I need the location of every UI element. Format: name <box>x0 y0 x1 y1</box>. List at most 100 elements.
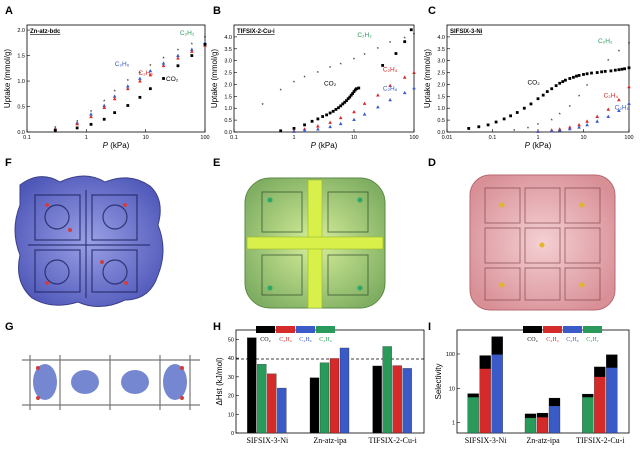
data-point-c2h2: * <box>551 118 554 124</box>
data-point-c2h2: * <box>353 58 356 64</box>
y-tick-label: 1.0 <box>437 106 445 112</box>
gas-label: C₂H₆ <box>115 61 130 68</box>
data-point-c2h6 <box>190 47 194 51</box>
data-point-c2h4 <box>627 84 631 89</box>
data-point-c2h2: * <box>618 49 621 55</box>
bar-c2h2 <box>382 346 392 434</box>
oxygen-atoms <box>45 203 128 285</box>
data-point-c2h6 <box>362 112 367 116</box>
data-point-c2h2: * <box>293 80 296 86</box>
fluorine-atoms <box>267 197 363 291</box>
x-tick-label: 100 <box>200 135 209 141</box>
data-point-c2h4 <box>316 124 320 128</box>
x-tick-label: 0.1 <box>230 135 238 141</box>
y-tick-label: 4.0 <box>437 35 445 41</box>
data-point-c2h2: * <box>191 43 194 49</box>
x-tick-label: 100 <box>409 135 418 141</box>
data-point-c2h6 <box>352 117 356 122</box>
bar-c2h2 <box>257 364 267 434</box>
data-point-co2 <box>279 129 283 133</box>
data-point-c2h2: * <box>329 66 332 72</box>
data-point-c2h2: * <box>607 59 610 65</box>
bar-cap <box>606 354 618 368</box>
y-tick-label: 1.0 <box>17 79 25 85</box>
gas-label: CO₂ <box>527 79 540 86</box>
data-point-co2 <box>545 90 549 93</box>
data-point-c2h4 <box>75 121 79 126</box>
data-point-co2 <box>102 117 106 121</box>
data-point-c2h4 <box>138 79 142 83</box>
data-point-co2 <box>303 123 306 127</box>
y-axis-label: Uptake (mmol/g) <box>3 49 12 108</box>
bar-cap <box>525 413 536 418</box>
data-point-co2 <box>600 70 604 74</box>
data-point-c2h6 <box>606 114 611 118</box>
x-tick-label: 10 <box>580 135 586 141</box>
data-point-c2h4 <box>585 119 589 123</box>
data-point-c2h4 <box>577 122 581 127</box>
silicon-atoms <box>499 202 585 288</box>
data-point-c2h6 <box>568 127 572 131</box>
data-point-co2 <box>89 122 93 126</box>
bar-cap <box>467 393 479 398</box>
panel-label-a: A <box>5 5 13 17</box>
x-tick-label: 0.01 <box>442 135 453 141</box>
data-point-co2 <box>577 74 581 77</box>
data-point-c2h6 <box>338 121 343 126</box>
y-tick-label: 2.0 <box>437 82 445 88</box>
data-point-c2h4 <box>617 98 621 102</box>
legend-swatch-c2h4 <box>276 326 295 333</box>
data-point-c2h6 <box>536 129 540 133</box>
x-axis-label: P (kPa) <box>311 141 338 150</box>
data-point-co2 <box>486 123 490 127</box>
data-point-c2h2: * <box>139 72 142 78</box>
gas-label: C₂H₆ <box>383 85 398 92</box>
bar-co2 <box>247 337 257 434</box>
x-tick-label: 0.1 <box>23 135 31 141</box>
data-point-c2h6 <box>148 68 153 73</box>
panel-label-e: E <box>213 157 220 169</box>
data-point-co2 <box>620 67 624 71</box>
data-point-c2h2: * <box>127 79 130 85</box>
data-point-c2h4 <box>89 114 93 119</box>
y-tick-label: 2.0 <box>17 28 25 34</box>
data-point-co2 <box>563 78 567 82</box>
legend-label: C₂H₂ <box>586 337 599 343</box>
panel-label-d: D <box>428 157 436 169</box>
x-tick-label: 0.1 <box>489 135 497 141</box>
gas-label: C₂H₄ <box>138 70 153 77</box>
legend-swatch-co2 <box>256 326 275 333</box>
panel-label-h: H <box>213 321 221 333</box>
data-point-c2h4 <box>102 105 106 109</box>
data-point-co2 <box>572 75 575 79</box>
structure-panel-f <box>14 175 164 307</box>
data-point-c2h4 <box>161 63 166 68</box>
y-tick-label: 20 <box>228 394 234 400</box>
data-point-c2h6 <box>585 122 589 127</box>
data-point-co2 <box>334 108 338 111</box>
data-point-co2 <box>328 111 332 115</box>
panel-title: Zn-atz-bdc <box>30 29 61 35</box>
legend-label: CO₂ <box>260 337 270 343</box>
data-point-c2h6 <box>176 53 180 57</box>
data-point-c2h4 <box>568 125 572 129</box>
data-point-c2h4 <box>338 115 343 120</box>
y-tick-label: 0.0 <box>437 130 445 136</box>
isotherm-panel-c: SIFSIX-3-Ni 0.01 0.1 1 10 100 0.0 0.5 1.0 1.5 2.0 2… <box>423 24 634 150</box>
y-tick-label: 10 <box>449 386 455 392</box>
data-point-c2h2: * <box>389 41 392 47</box>
category-label: Zn-atz-ipa <box>526 436 560 445</box>
data-point-c2h4 <box>402 75 407 79</box>
y-tick-label: 1.0 <box>224 106 232 112</box>
legend-swatch-co2 <box>523 326 542 333</box>
y-axis-label: Selectivity <box>434 363 443 399</box>
data-point-c2h2: * <box>586 84 589 90</box>
data-point-c2h2: * <box>103 100 106 106</box>
bar-cap <box>479 355 491 369</box>
category-label: SIFSIX-3-Ni <box>246 436 289 445</box>
data-point-co2 <box>541 93 545 97</box>
data-point-co2 <box>348 95 352 99</box>
data-point-c2h6 <box>112 94 117 98</box>
data-point-c2h2: * <box>149 64 152 70</box>
